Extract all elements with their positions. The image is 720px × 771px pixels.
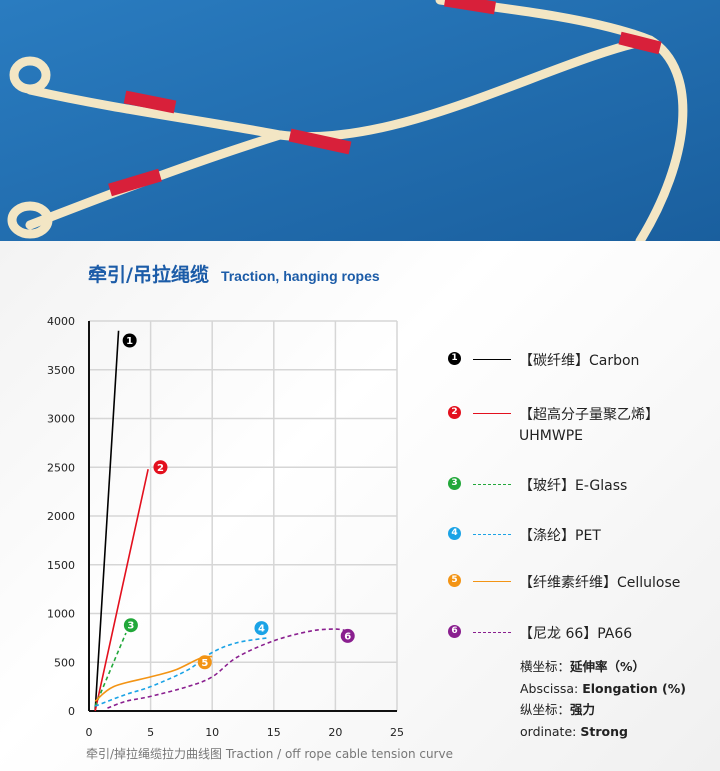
chart-caption: 牵引/掉拉绳缆拉力曲线图 Traction / off rope cable t… — [86, 747, 453, 761]
series-marker-label-4: 4 — [258, 624, 265, 635]
rope-photo — [0, 0, 720, 241]
series-line-1 — [94, 330, 120, 712]
legend-swatch — [473, 484, 511, 485]
legend-label: 【碳纤维】Carbon — [519, 353, 640, 369]
tension-chart: 0 5 10 15 20 25050010001500200025003000350040… — [47, 315, 404, 739]
y-tick-label: 4000 — [47, 315, 75, 328]
series-marker-label-3: 3 — [127, 621, 134, 632]
legend-item-1: 1 【碳纤维】Carbon — [448, 350, 639, 370]
section-title: 牵引/吊拉绳缆 Traction, hanging ropes — [88, 260, 380, 287]
series-line-5 — [94, 655, 213, 702]
x-tick-label: 5 — [147, 726, 154, 739]
legend-label: 【涤纶】PET — [519, 528, 601, 544]
title-en: Traction, hanging ropes — [220, 268, 380, 284]
series-marker-3 — [123, 618, 138, 633]
series-marker-1 — [122, 333, 137, 348]
legend-item-6: 6 【尼龙 66】PA66 — [448, 623, 632, 643]
legend-label: 【超高分子量聚乙烯】 UHMWPE — [519, 407, 659, 444]
legend-badge: 1 — [448, 352, 461, 365]
series-marker-label-5: 5 — [201, 658, 208, 669]
legend-label: 【尼龙 66】PA66 — [519, 626, 633, 642]
series-marker-label-1: 1 — [126, 336, 133, 347]
series-marker-2 — [153, 460, 168, 475]
note-3: ordinate: Strong — [520, 723, 628, 739]
legend-swatch — [473, 534, 511, 535]
legend-badge: 5 — [448, 574, 461, 587]
y-tick-label: 1000 — [47, 608, 75, 621]
series-marker-6 — [340, 628, 355, 643]
series-marker-4 — [254, 621, 269, 636]
y-tick-label: 500 — [54, 656, 75, 669]
legend-swatch — [473, 632, 511, 633]
series-line-6 — [107, 628, 348, 709]
series-line-4 — [94, 637, 268, 707]
x-tick-label: 10 — [205, 726, 219, 739]
y-tick-label: 2000 — [47, 510, 75, 523]
legend-swatch — [473, 581, 511, 582]
legend-label: 【纤维素纤维】Cellulose — [519, 575, 681, 591]
y-tick-label: 0 — [68, 705, 75, 718]
series-marker-5 — [197, 655, 212, 670]
x-tick-label: 0 — [86, 726, 93, 739]
series-marker-label-2: 2 — [157, 463, 164, 474]
x-tick-label: 15 — [267, 726, 281, 739]
series-marker-label-6: 6 — [344, 631, 351, 642]
y-tick-label: 3000 — [47, 413, 75, 426]
legend-label: 【玻纤】E-Glass — [519, 478, 628, 494]
legend-badge: 3 — [448, 477, 461, 490]
legend-item-3: 3 【玻纤】E-Glass — [448, 475, 627, 495]
y-tick-label: 1500 — [47, 559, 75, 572]
x-tick-label: 20 — [328, 726, 342, 739]
series-line-2 — [94, 469, 149, 712]
note-1: Abscissa: Elongation (%) — [520, 680, 686, 696]
x-tick-label: 25 — [390, 726, 404, 739]
legend-badge: 4 — [448, 527, 461, 540]
legend-item-4: 4 【涤纶】PET — [448, 525, 601, 545]
axis-notes: 横坐标：延伸率（%） Abscissa: Elongation (%) 纵坐标：… — [520, 656, 686, 742]
legend-swatch — [473, 359, 511, 360]
title-zh: 牵引/吊拉绳缆 — [88, 264, 209, 286]
y-tick-label: 2500 — [47, 461, 75, 474]
note-2: 纵坐标：强力 — [520, 702, 596, 717]
legend-swatch — [473, 413, 511, 414]
y-tick-label: 3500 — [47, 364, 75, 377]
legend-badge: 2 — [448, 406, 461, 419]
legend-item-5: 5 【纤维素纤维】Cellulose — [448, 572, 680, 592]
legend-item-2: 2 【超高分子量聚乙烯】 UHMWPE — [448, 404, 659, 444]
legend-badge: 6 — [448, 625, 461, 638]
note-0: 横坐标：延伸率（%） — [520, 659, 646, 674]
